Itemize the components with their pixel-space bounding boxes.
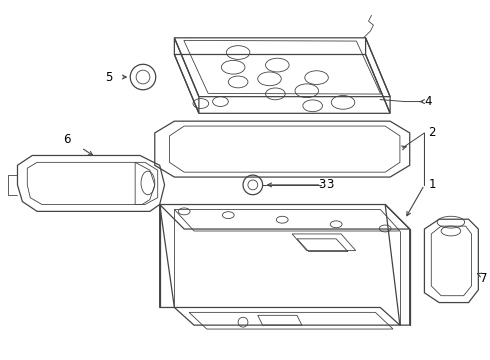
Text: 7: 7	[480, 271, 488, 284]
Text: 5: 5	[105, 71, 112, 84]
Text: 6: 6	[63, 133, 70, 146]
Text: 4: 4	[424, 95, 432, 108]
Text: 3: 3	[318, 179, 326, 192]
Text: 2: 2	[428, 126, 436, 139]
Text: 3: 3	[326, 179, 334, 192]
Text: 1: 1	[428, 179, 436, 192]
